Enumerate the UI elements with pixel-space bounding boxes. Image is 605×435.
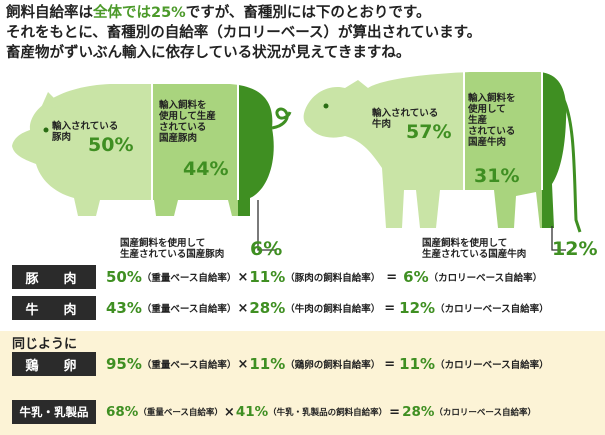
cow-import-pct: 57% [406, 121, 452, 143]
formula-row-beef: 牛 肉 43% （重量ベース自給率） × 28% （牛肉の飼料自給率） = 12% （カロリー… [0, 296, 605, 322]
cow-domestic-pointer [551, 226, 566, 251]
formula-egg: 95% （重量ベース自給率） × 11% （鶏卵の飼料自給率） = 11% （カロリーベース自… [106, 355, 549, 373]
formula-row-dairy: 牛乳・乳製品 68% （重量ベース自給率） × 41% （牛乳・乳製品の飼料自給率） = 2… [0, 400, 605, 426]
pig-domestic-pointer [257, 200, 276, 251]
pig-illustration [12, 84, 292, 216]
cow-imported-feed-pct: 31% [474, 165, 520, 187]
formula-pork: 50% （重量ベース自給率） × 11% （豚肉の飼料自給率） = 6% （カロリーベース自給… [106, 268, 543, 286]
pig-imported-feed-label: 輸入飼料を 使用して生産 されている 国産豚肉 [159, 100, 216, 144]
row-label-egg: 鶏 卵 [12, 352, 96, 376]
formula-row-egg: 鶏 卵 95% （重量ベース自給率） × 11% （鶏卵の飼料自給率） = 11% （カロリー… [0, 352, 605, 378]
formula-dairy: 68% （重量ベース自給率） × 41% （牛乳・乳製品の飼料自給率） = 28% （カロリー… [106, 404, 536, 420]
cow-illustration [303, 72, 582, 233]
row-label-pork: 豚 肉 [12, 265, 96, 289]
cow-import-label: 輸入されている 牛肉 [372, 108, 439, 130]
pig-imported-feed-pct: 44% [183, 158, 229, 180]
egg-dairy-panel [0, 331, 605, 435]
pig-domestic-label: 国産飼料を使用して 生産されている国産豚肉 [120, 238, 225, 260]
pig-import-pct: 50% [88, 134, 134, 156]
row-label-dairy: 牛乳・乳製品 [12, 400, 96, 424]
formula-beef: 43% （重量ベース自給率） × 28% （牛肉の飼料自給率） = 12% （カロリーベース自… [106, 299, 549, 317]
row-label-beef: 牛 肉 [12, 296, 96, 320]
pig-import-label: 輸入されている 豚肉 [52, 121, 119, 143]
same-way-label: 同じように [12, 337, 78, 352]
formula-row-pork: 豚 肉 50% （重量ベース自給率） × 11% （豚肉の飼料自給率） = 6% （カロリーベ… [0, 265, 605, 291]
cow-domestic-pct: 12% [552, 238, 598, 260]
intro-text: 飼料自給率は全体では25%ですが、畜種別には下のとおりです。 それをもとに、畜種… [6, 5, 482, 61]
cow-domestic-label: 国産飼料を使用して 生産されている国産牛肉 [422, 238, 527, 260]
cow-imported-feed-label: 輸入飼料を 使用して 生産 されている 国産牛肉 [468, 93, 516, 148]
pig-domestic-pct: 6% [250, 238, 283, 260]
